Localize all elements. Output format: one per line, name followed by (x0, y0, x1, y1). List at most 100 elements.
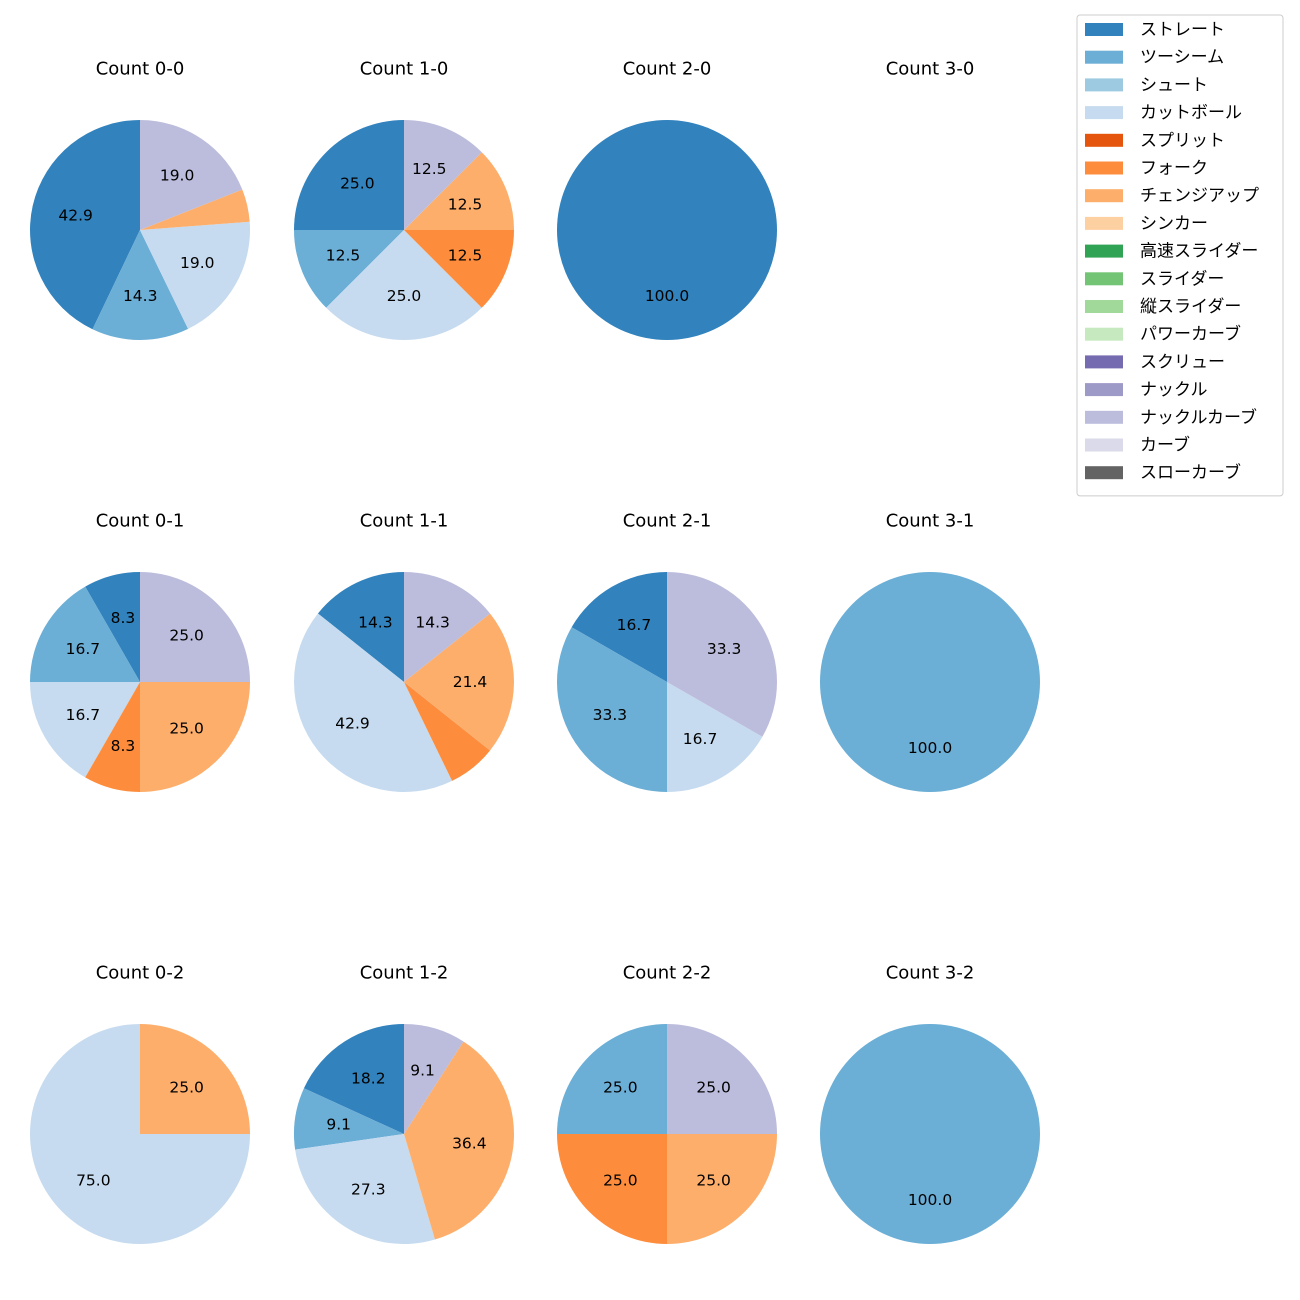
slice-label: 100.0 (908, 739, 952, 757)
legend-swatch (1085, 244, 1123, 258)
pie-slice (667, 1134, 777, 1244)
slice-label: 8.3 (111, 737, 136, 755)
legend-swatch (1085, 466, 1123, 480)
slice-label: 25.0 (169, 720, 204, 738)
legend-item: ストレート (1085, 20, 1225, 40)
pie-panel: Count 1-2 18.2 9.1 27.3 36.4 9.1 (294, 963, 514, 1244)
legend-label: スクリュー (1140, 352, 1225, 372)
pie-slice (30, 120, 141, 330)
panel-title: Count 1-1 (360, 511, 449, 532)
slice-label: 16.7 (683, 730, 718, 748)
pie-slice (303, 1024, 404, 1134)
legend-label: スプリット (1140, 131, 1225, 151)
legend-item: シュート (1085, 75, 1208, 95)
slice-label: 27.3 (351, 1181, 386, 1199)
legend-label: パワーカーブ (1140, 324, 1241, 345)
legend-item: ツーシーム (1085, 48, 1224, 68)
slice-label: 14.3 (415, 614, 450, 632)
legend-swatch (1085, 410, 1123, 424)
pie-slice (30, 682, 140, 778)
legend-item: カーブ (1085, 435, 1190, 456)
slice-label: 12.5 (326, 246, 361, 264)
slice-label: 25.0 (603, 1078, 638, 1096)
slice-label: 16.7 (617, 616, 652, 634)
legend-item: フォーク (1085, 159, 1208, 179)
slice-label: 36.4 (452, 1134, 487, 1152)
pie-slice (667, 1024, 777, 1134)
slice-label: 25.0 (696, 1172, 731, 1190)
pie-slice (326, 230, 482, 340)
pie-slice (557, 1134, 667, 1244)
pie-slice (85, 572, 140, 682)
slice-label: 25.0 (603, 1172, 638, 1190)
legend-swatch (1085, 50, 1123, 64)
pie-slice (667, 572, 778, 737)
slice-label: 9.1 (326, 1116, 351, 1134)
slice-label: 19.0 (160, 166, 195, 184)
pie-slice (404, 230, 514, 308)
panel-title: Count 2-2 (623, 963, 712, 984)
legend-item: ナックルカーブ (1085, 407, 1257, 428)
pie-panel: Count 2-0 100.0 (557, 59, 777, 340)
pie-slice (404, 1024, 464, 1134)
slice-label: 16.7 (66, 706, 101, 724)
legend-label: スローカーブ (1140, 462, 1241, 483)
legend-item: スプリット (1085, 131, 1225, 151)
legend-swatch (1085, 327, 1123, 341)
pie-slice (294, 230, 404, 308)
legend-swatch (1085, 355, 1123, 369)
legend-item: スクリュー (1085, 352, 1225, 372)
legend-label: 高速スライダー (1140, 242, 1258, 262)
slice-label: 100.0 (645, 287, 689, 305)
pie-panel: Count 3-1 100.0 (820, 511, 1040, 792)
legend-item: スローカーブ (1085, 462, 1241, 483)
slice-label: 25.0 (340, 174, 375, 192)
legend-item: カットボール (1085, 103, 1242, 123)
pie-slice (557, 120, 777, 340)
legend-item: 高速スライダー (1085, 242, 1258, 262)
slice-label: 21.4 (453, 673, 488, 691)
pie-slice (404, 1041, 514, 1240)
pie-slice (140, 1024, 250, 1134)
pie-slice (140, 682, 250, 792)
legend-label: カーブ (1140, 435, 1190, 456)
pie-slice (140, 221, 251, 329)
legend-label: 縦スライダー (1140, 297, 1241, 317)
legend-swatch (1085, 189, 1123, 203)
panel-title: Count 3-1 (886, 511, 975, 532)
pie-panel: Count 1-1 14.3 42.9 21.4 14.3 (294, 511, 514, 792)
slice-label: 42.9 (335, 714, 370, 732)
legend-swatch (1085, 133, 1123, 147)
pie-slice (820, 1024, 1040, 1244)
pie-slice (404, 613, 514, 751)
legend-item: パワーカーブ (1085, 324, 1241, 345)
legend-label: フォーク (1140, 159, 1208, 179)
legend-label: ストレート (1140, 20, 1225, 40)
slice-label: 14.3 (358, 614, 393, 632)
legend-swatch (1085, 78, 1123, 92)
pie-panel: Count 0-2 75.0 25.0 (30, 963, 250, 1244)
pie-panel: Count 1-025.012.525.012.512.512.5 (294, 59, 514, 340)
legend-swatch (1085, 161, 1123, 175)
legend-swatch (1085, 216, 1123, 230)
legend-label: カットボール (1140, 103, 1242, 123)
slice-label: 25.0 (169, 626, 204, 644)
pie-slice (140, 120, 243, 230)
panel-title: Count 0-0 (96, 59, 185, 80)
pie-slice (404, 120, 482, 230)
legend-swatch (1085, 300, 1123, 313)
legend-label: スライダー (1140, 269, 1224, 289)
pie-slice (556, 627, 667, 792)
pie-panels: Count 0-0 42.9 14.3 19.0 19.0 Count 1-0 25.0 12… (30, 59, 1040, 1244)
legend-item: ナックル (1085, 380, 1208, 400)
legend-label: シンカー (1140, 214, 1208, 234)
legend-label: ツーシーム (1140, 48, 1224, 68)
pie-slice (30, 586, 140, 682)
pie-slice (317, 572, 404, 682)
pie-slice (404, 152, 514, 230)
legend-swatch (1085, 438, 1123, 452)
slice-label: 42.9 (58, 206, 93, 224)
legend-swatch (1085, 23, 1123, 36)
panel-title: Count 1-2 (360, 963, 449, 984)
